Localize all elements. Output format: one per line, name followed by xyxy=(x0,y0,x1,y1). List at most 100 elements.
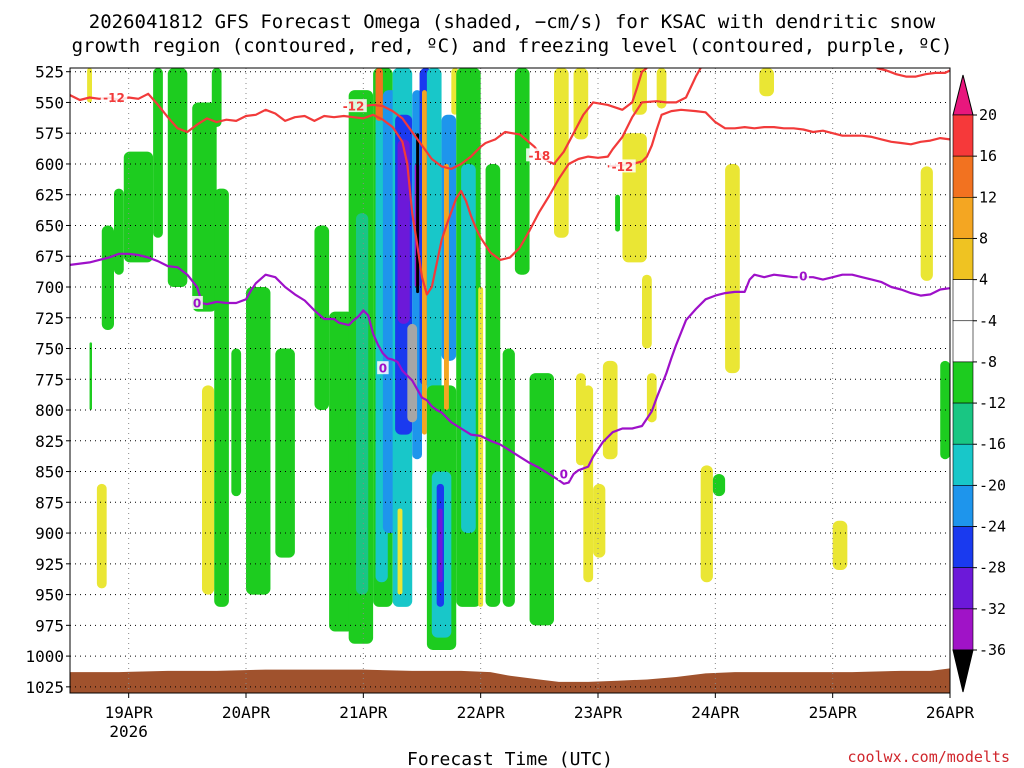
omega-region xyxy=(461,163,476,534)
omega-region xyxy=(407,323,418,423)
x-axis-title: Forecast Time (UTC) xyxy=(407,749,613,768)
omega-region xyxy=(89,342,92,411)
y-tick-label: 600 xyxy=(35,155,64,174)
omega-region xyxy=(438,508,443,583)
snow-growth-contour-line xyxy=(607,108,950,168)
freezing-level-contour-label: 0 xyxy=(560,468,568,482)
omega-region xyxy=(202,385,215,595)
x-tick-label: 24APR xyxy=(691,703,740,722)
omega-region xyxy=(593,483,606,558)
omega-region xyxy=(167,68,188,287)
colorbar-tick-label: -36 xyxy=(979,641,1006,659)
colorbar-bottom-arrow xyxy=(952,649,974,693)
colorbar-tick-label: -12 xyxy=(979,394,1006,412)
x-tick-label: 25APR xyxy=(809,703,858,722)
chart-title-line-2: growth region (contoured, red, ºC) and f… xyxy=(72,35,953,57)
omega-shading xyxy=(87,68,950,650)
colorbar-swatch xyxy=(952,279,974,322)
omega-region xyxy=(478,286,484,607)
x-tick-year-label: 2026 xyxy=(109,722,148,741)
omega-region xyxy=(700,465,713,583)
omega-region xyxy=(832,520,848,570)
omega-region xyxy=(114,188,124,275)
omega-region xyxy=(96,483,107,589)
colorbar-tick-label: 16 xyxy=(979,147,997,165)
omega-region xyxy=(712,474,726,497)
omega-region xyxy=(192,102,217,312)
freezing-level-contour-label-bg xyxy=(797,268,810,282)
omega-region xyxy=(759,68,774,97)
omega-region xyxy=(573,68,589,140)
omega-region xyxy=(725,163,740,374)
omega-region xyxy=(583,385,594,583)
x-tick-label: 20APR xyxy=(222,703,271,722)
y-tick-label: 550 xyxy=(35,93,64,112)
omega-region xyxy=(622,133,647,263)
omega-region xyxy=(329,311,354,632)
y-tick-label: 775 xyxy=(35,370,64,389)
omega-region xyxy=(615,194,620,232)
omega-region xyxy=(529,373,554,626)
x-tick-label: 19APR xyxy=(105,703,154,722)
x-tick-label: 21APR xyxy=(339,703,388,722)
colorbar-swatch xyxy=(952,485,974,527)
colorbar-swatch xyxy=(952,114,974,157)
y-tick-label: 675 xyxy=(35,247,64,266)
colorbar-tick-label: 4 xyxy=(979,271,988,289)
omega-region xyxy=(920,166,933,281)
snow-growth-contour-label: -12 xyxy=(612,160,634,174)
credit-link[interactable]: coolwx.com/modelts xyxy=(847,748,1010,766)
freezing-level-contour-label-bg xyxy=(377,361,389,375)
y-tick-label: 800 xyxy=(35,401,64,420)
y-tick-label: 900 xyxy=(35,524,64,543)
y-tick-label: 625 xyxy=(35,186,64,205)
omega-region xyxy=(246,286,271,595)
omega-region xyxy=(554,68,569,238)
snow-growth-contour-label-bg xyxy=(609,159,636,173)
colorbar-top-arrow xyxy=(952,74,974,116)
freezing-level-contour-label: 0 xyxy=(379,362,387,376)
snow-growth-contour-label-bg xyxy=(526,148,553,162)
plot-frame xyxy=(69,67,951,694)
colorbar-tick-label: -4 xyxy=(979,312,997,330)
freezing-level-contour-label: 0 xyxy=(193,296,201,310)
colorbar-swatch xyxy=(952,320,974,363)
snow-growth-contour-label: -12 xyxy=(103,91,125,105)
colorbar-tick-label: -28 xyxy=(979,559,1006,577)
omega-region xyxy=(514,68,530,275)
omega-region xyxy=(656,68,667,109)
omega-region xyxy=(153,68,163,238)
colorbar-swatch xyxy=(952,361,974,404)
omega-region xyxy=(416,133,420,294)
x-tick-label: 23APR xyxy=(574,703,623,722)
omega-region xyxy=(502,348,515,607)
omega-region xyxy=(356,213,369,595)
colorbar-tick-label: -20 xyxy=(979,476,1006,494)
x-tick-label: 26APR xyxy=(926,703,975,722)
colorbar-swatch xyxy=(952,608,974,651)
y-tick-label: 850 xyxy=(35,463,64,482)
colorbar-swatch xyxy=(952,443,974,486)
y-tick-label: 575 xyxy=(35,124,64,143)
y-tick-label: 650 xyxy=(35,216,64,235)
y-tick-label: 825 xyxy=(35,432,64,451)
y-tick-label: 975 xyxy=(35,616,64,635)
colorbar: 20 16 12 8 4 -4 -8 -12 -16 -20 -24 -28 -32 -36 xyxy=(952,74,1006,693)
omega-region xyxy=(646,373,657,423)
snow-growth-contour-line xyxy=(363,68,648,170)
y-tick-label: 875 xyxy=(35,493,64,512)
freezing-level-contour-line xyxy=(70,252,950,485)
colorbar-tick-label: -24 xyxy=(979,518,1006,536)
colorbar-tick-label: 12 xyxy=(979,188,997,206)
y-tick-label: 525 xyxy=(35,63,64,82)
freezing-level-contours: 0 0 0 0 xyxy=(70,252,950,485)
colorbar-tick-label: 20 xyxy=(979,106,997,124)
snow-growth-contours: -12 -12 -12 -18 xyxy=(70,68,950,296)
colorbar-swatch xyxy=(952,526,974,568)
y-tick-label: 700 xyxy=(35,278,64,297)
omega-region xyxy=(214,188,229,607)
omega-region xyxy=(101,225,114,331)
y-tick-label: 750 xyxy=(35,340,64,359)
